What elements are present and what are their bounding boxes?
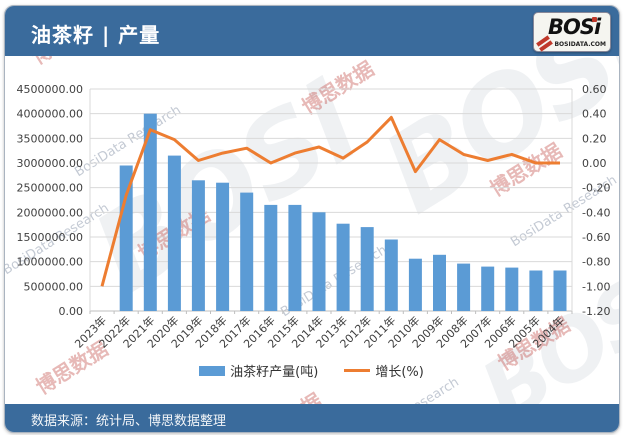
bar-2018年 — [216, 182, 230, 311]
right-axis-label: -0.20 — [582, 182, 610, 195]
bar-2017年 — [240, 192, 254, 311]
legend-label: 油茶籽产量(吨) — [230, 365, 319, 380]
bar-2010年 — [408, 258, 422, 311]
growth-line — [100, 115, 560, 287]
line-swatch-icon — [344, 369, 371, 372]
right-axis-label: -0.80 — [582, 256, 610, 269]
bar-2014年 — [312, 212, 326, 311]
header-bar: 油茶籽 | 产量 BOSi BOSIDATA.COM — [5, 6, 619, 56]
left-axis-label: 1000000.00 — [17, 256, 83, 269]
bar-2007年 — [481, 266, 495, 311]
left-axis-label: 3500000.00 — [17, 132, 83, 145]
right-axis-label: -1.00 — [582, 280, 610, 293]
left-axis-label: 4500000.00 — [17, 83, 83, 96]
legend-item-production: 油茶籽产量(吨) — [199, 361, 318, 380]
bar-2015年 — [288, 204, 302, 311]
chart-legend: 油茶籽产量(吨) 增长(%) — [0, 361, 623, 380]
bar-2020年 — [167, 155, 181, 311]
left-axis-label: 2000000.00 — [17, 206, 83, 219]
bar-2021年 — [143, 113, 157, 311]
right-axis-label: 0.60 — [582, 83, 607, 96]
left-axis-label: 3000000.00 — [17, 157, 83, 170]
logo-domain-text: BOSIDATA.COM — [554, 41, 606, 48]
footer-bar: 数据来源：统计局、博思数据整理 — [5, 404, 619, 432]
left-axis-label: 1500000.00 — [17, 231, 83, 244]
bar-2013年 — [336, 223, 350, 311]
chart-card: BOSi BOSi BOSi 博思数据 博思数据 博思数据 博思数据 博思数据 … — [4, 5, 620, 433]
logo-dot-icon — [592, 17, 597, 22]
right-axis-label: -0.40 — [582, 206, 610, 219]
left-axis-label: 2500000.00 — [17, 182, 83, 195]
legend-label: 增长(%) — [375, 365, 424, 380]
bar-2005年 — [529, 270, 543, 311]
page-title: 油茶籽 | 产量 — [31, 23, 161, 47]
legend-item-growth: 增长(%) — [344, 361, 424, 380]
bar-2012年 — [360, 227, 374, 311]
left-axis-label: 0.00 — [59, 305, 84, 318]
bar-2008年 — [457, 263, 471, 311]
left-axis-label: 4000000.00 — [17, 108, 83, 121]
right-axis-label: 0.40 — [582, 108, 607, 121]
right-axis-label: -1.20 — [582, 305, 610, 318]
right-axis-label: -0.60 — [582, 231, 610, 244]
bar-2019年 — [191, 180, 205, 311]
right-axis-label: 0.20 — [582, 132, 607, 145]
bar-2016年 — [264, 204, 278, 311]
bar-swatch-icon — [199, 365, 226, 376]
bosi-logo: BOSi BOSIDATA.COM — [533, 12, 611, 52]
right-axis-label: 0.00 — [582, 157, 607, 170]
left-axis-label: 500000.00 — [24, 280, 84, 293]
bar-2006年 — [505, 267, 519, 311]
data-source-text: 数据来源：统计局、博思数据整理 — [31, 414, 227, 429]
bar-2004年 — [553, 270, 567, 311]
bar-2022年 — [119, 165, 133, 311]
bar-2011年 — [384, 239, 398, 311]
bar-2009年 — [433, 254, 446, 311]
